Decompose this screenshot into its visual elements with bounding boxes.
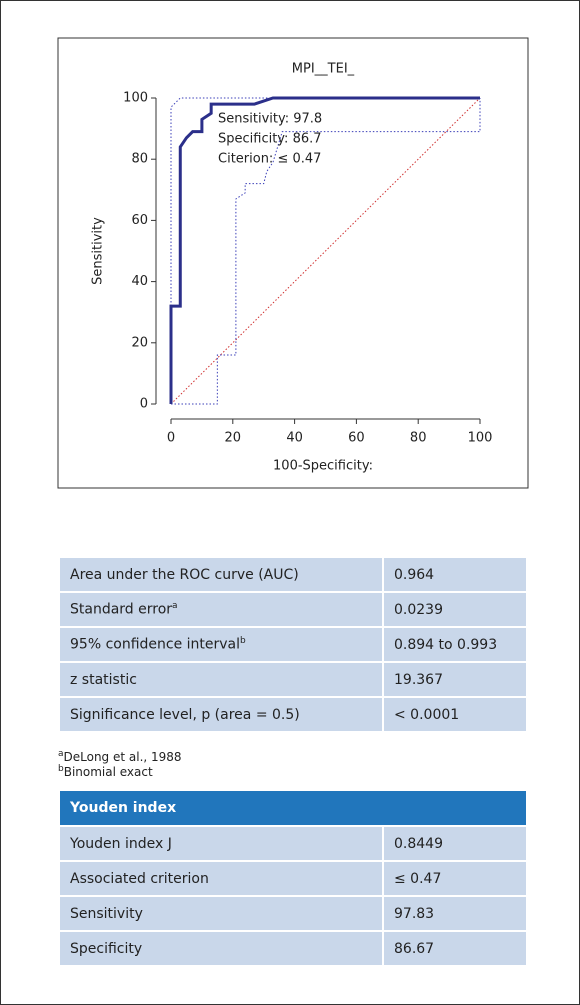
annotation: Sensitivity: 97.8: [218, 112, 322, 127]
cell: 19.367: [382, 661, 528, 698]
cell-text: Youden index J: [70, 835, 172, 852]
cell-text: < 0.0001: [394, 706, 460, 723]
x-tick-label: 100: [468, 431, 493, 446]
x-tick-label: 0: [167, 431, 175, 446]
cell-text: 19.367: [394, 671, 443, 688]
cell: z statistic: [58, 661, 384, 698]
row: Specificity 86.67: [58, 930, 528, 967]
x-tick-label: 40: [286, 431, 303, 446]
cell-text: Area under the ROC curve (AUC): [70, 566, 299, 583]
auc-table: Area under the ROC curve (AUC) 0.964 Stand…: [58, 556, 528, 733]
row: Associated criterion ≤ 0.47: [58, 860, 528, 897]
y-tick-label: 0: [140, 397, 148, 412]
footnote-text: DeLong et al., 1988: [63, 750, 182, 764]
superscript: a: [172, 601, 178, 612]
cell-text: Associated criterion: [70, 870, 209, 887]
footnotes: aDeLong et al., 1988 bBinomial exact: [58, 749, 182, 779]
x-tick-label: 80: [410, 431, 427, 446]
annotation: Citerion: ≤ 0.47: [218, 152, 321, 167]
chart-frame: [57, 37, 529, 489]
cell: Standard errora: [58, 591, 384, 628]
cell: 97.83: [382, 895, 528, 932]
cell: 0.8449: [382, 825, 528, 862]
row: Sensitivity 97.83: [58, 895, 528, 932]
roc-line: [170, 97, 481, 405]
cell-text: Standard error: [70, 601, 173, 618]
y-axis-label: Sensitivity: [91, 217, 106, 285]
cell: < 0.0001: [382, 696, 528, 733]
cell-text: Specificity: [70, 940, 143, 957]
superscript: b: [240, 636, 246, 647]
cell: Associated criterion: [58, 860, 384, 897]
footnote-text: a: [58, 749, 64, 759]
cell-text: ≤ 0.47: [394, 870, 442, 887]
table-header: Youden index: [58, 789, 528, 827]
footnote-text: b: [58, 764, 64, 774]
roc-line: [169, 96, 480, 404]
cell-text: Sensitivity: [70, 905, 143, 922]
row: Youden index J 0.8449: [58, 825, 528, 862]
cell-text: 0.964: [394, 566, 435, 583]
cell: Specificity: [58, 930, 384, 967]
roc-line: [171, 98, 481, 405]
y-tick-label: 100: [123, 91, 148, 106]
cell-text: z statistic: [70, 671, 137, 688]
cell: ≤ 0.47: [382, 860, 528, 897]
cell: 86.67: [382, 930, 528, 967]
row: z statistic 19.367: [58, 661, 528, 698]
cell-text: Significance level, p (area = 0.5): [70, 706, 300, 723]
chart-title: MPI__TEI_: [292, 62, 355, 77]
cell-text: 0.8449: [394, 835, 443, 852]
cell: 0.0239: [382, 591, 528, 628]
cell-text: 97.83: [394, 905, 435, 922]
cell: 0.894 to 0.993: [382, 626, 528, 663]
row: 95% confidence intervalb 0.894 to 0.993: [58, 626, 528, 663]
cell: Area under the ROC curve (AUC): [58, 556, 384, 593]
x-axis-label: 100-Specificity:: [273, 459, 373, 474]
cell: Youden index J: [58, 825, 384, 862]
cell: Sensitivity: [58, 895, 384, 932]
row: Youden index: [58, 789, 528, 827]
x-tick-label: 20: [225, 431, 242, 446]
cell: 0.964: [382, 556, 528, 593]
y-tick-label: 60: [131, 213, 148, 228]
y-tick-label: 20: [131, 335, 148, 350]
cell-text: 0.0239: [394, 601, 443, 618]
row: Significance level, p (area = 0.5) < 0.00…: [58, 696, 528, 733]
cell: Significance level, p (area = 0.5): [58, 696, 384, 733]
chart: MPI__TEI_ 100-Specificity: Sensitivity 0…: [57, 37, 529, 489]
y-tick-label: 40: [131, 274, 148, 289]
cell-text: 86.67: [394, 940, 435, 957]
cell-text: 0.894 to 0.993: [394, 636, 498, 653]
footnote: bBinomial exact: [58, 764, 182, 779]
youden-table: Youden index Youden index J 0.8449 Associat…: [58, 789, 528, 967]
y-tick-label: 80: [131, 152, 148, 167]
row: Area under the ROC curve (AUC) 0.964: [58, 556, 528, 593]
row: Standard errora 0.0239: [58, 591, 528, 628]
cell-text: 95% confidence interval: [70, 636, 241, 653]
annotation: Specificity: 86.7: [218, 132, 322, 147]
footnote: aDeLong et al., 1988: [58, 749, 182, 764]
footnote-text: Binomial exact: [63, 765, 153, 779]
x-tick-label: 60: [348, 431, 365, 446]
cell: 95% confidence intervalb: [58, 626, 384, 663]
